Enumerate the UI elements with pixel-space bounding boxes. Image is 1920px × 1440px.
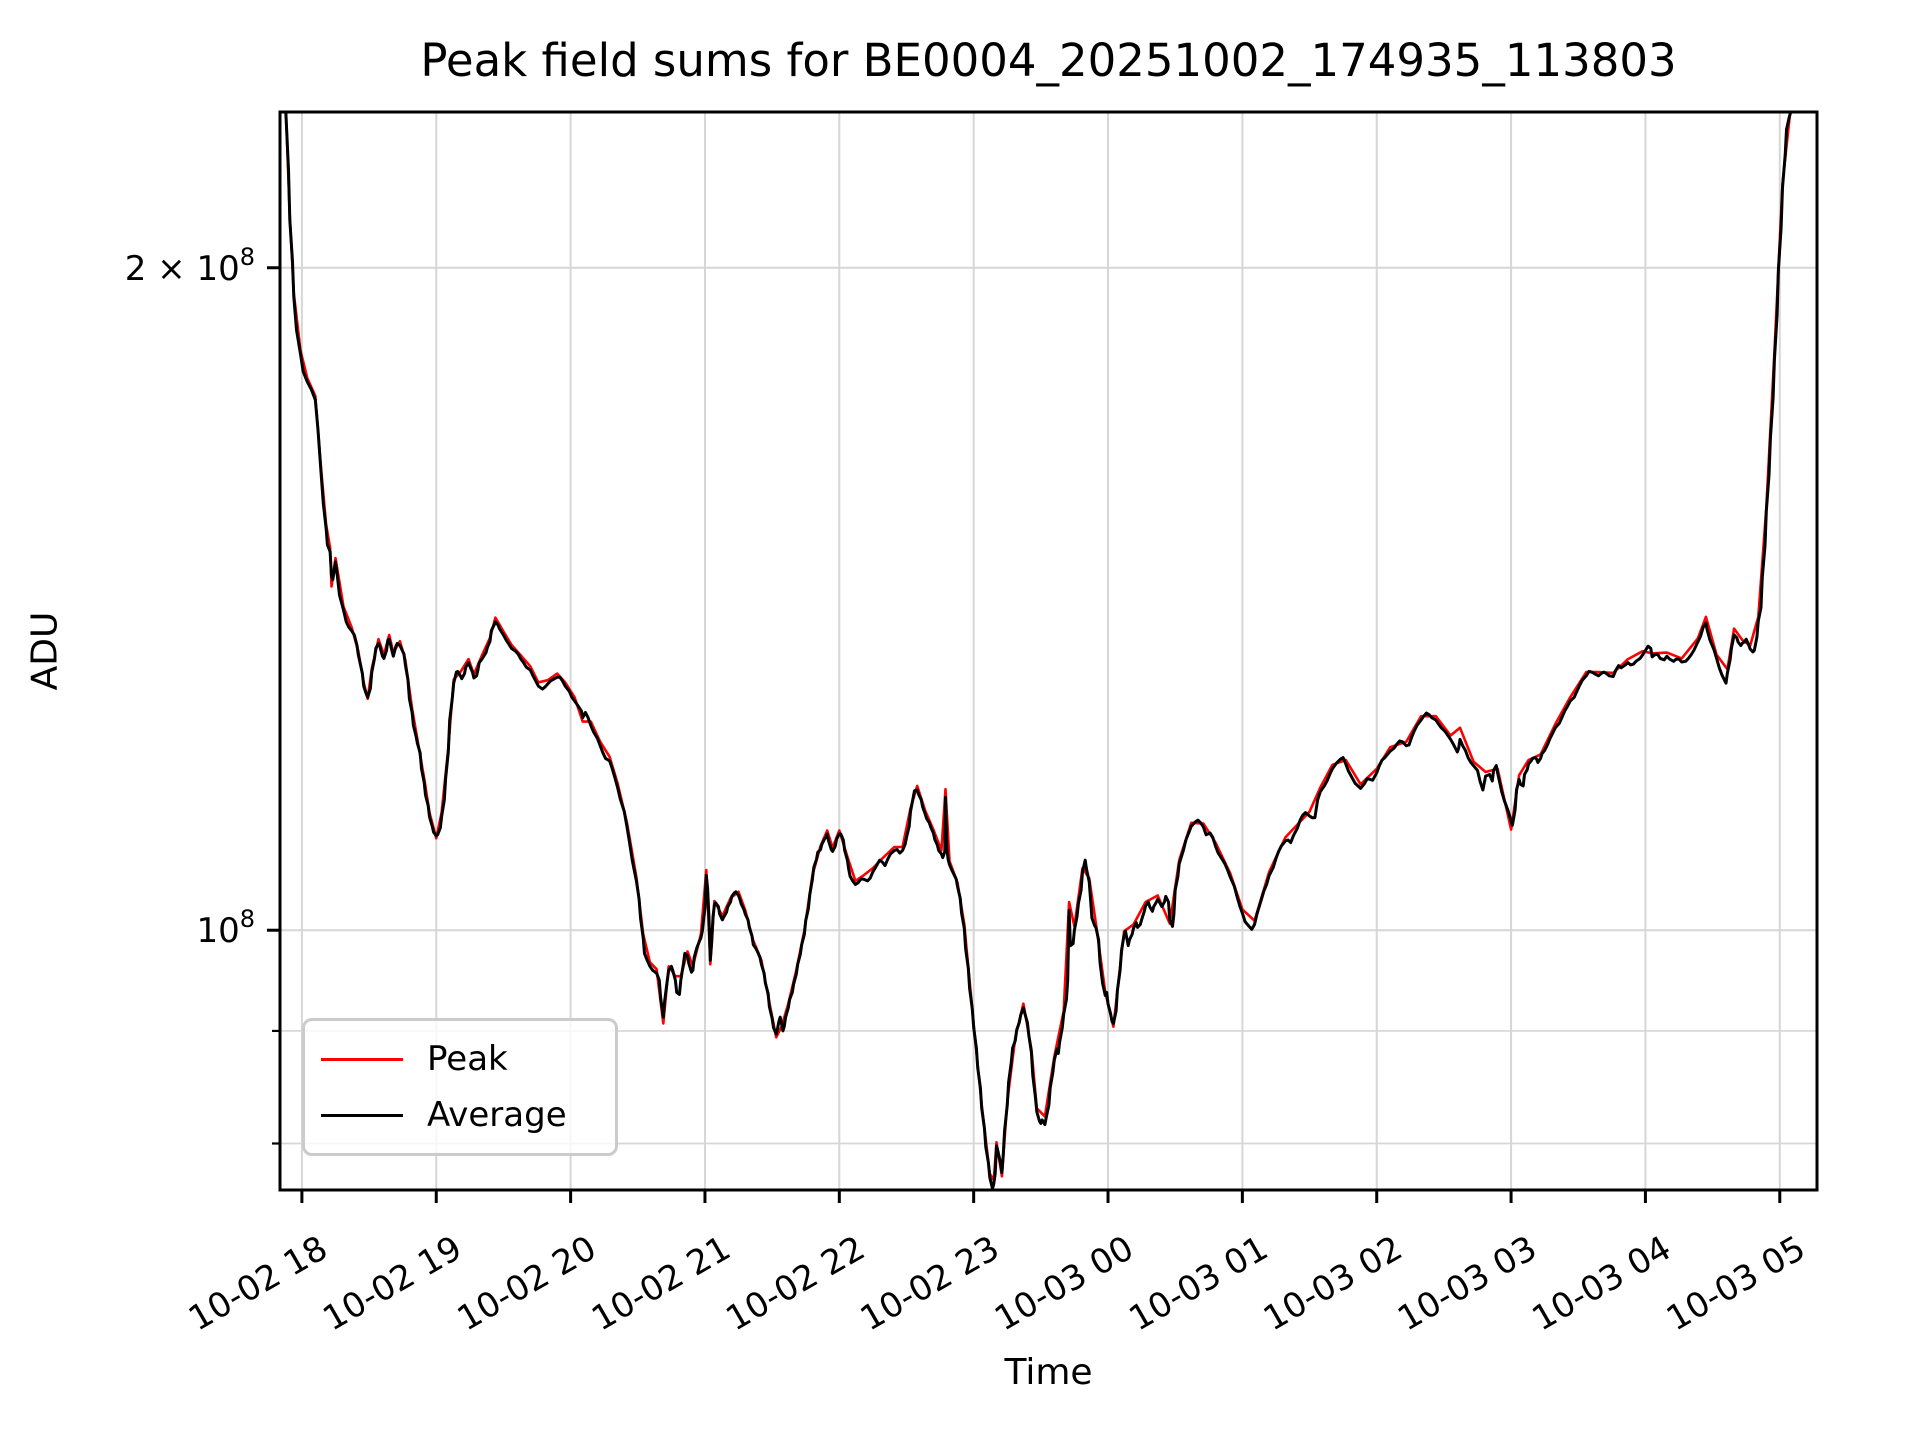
data-series (284, 112, 1795, 1190)
x-tick-label: 10-02 19 (316, 1228, 468, 1339)
y-tick-label: 2 × 108 (125, 243, 255, 289)
x-tick-label: 10-03 01 (1122, 1228, 1274, 1339)
legend-label-peak: Peak (427, 1039, 508, 1079)
legend-item-average: Average (305, 1095, 615, 1135)
legend-item-peak: Peak (305, 1039, 615, 1079)
x-tick-label: 10-03 00 (988, 1228, 1140, 1339)
x-tick-label: 10-02 20 (451, 1228, 603, 1339)
gridlines (280, 112, 1817, 1190)
x-tick-label: 10-02 23 (854, 1228, 1006, 1339)
x-tick-label: 10-03 05 (1660, 1228, 1812, 1339)
x-tick-label: 10-03 04 (1526, 1228, 1678, 1339)
peak-line-swatch (321, 1057, 403, 1061)
axis-ticks (267, 266, 1782, 1203)
series-line-average (284, 112, 1795, 1190)
x-axis-label: Time (1004, 1352, 1093, 1393)
y-tick-label: 108 (196, 905, 255, 951)
x-tick-label: 10-02 22 (719, 1228, 871, 1339)
x-tick-label: 10-03 03 (1391, 1228, 1543, 1339)
y-tick-labels: 2 × 108 108 (125, 243, 255, 951)
series-line-peak (284, 112, 1792, 1182)
plot-frame (278, 110, 1819, 1192)
x-tick-label: 10-02 18 (182, 1228, 334, 1339)
x-tick-label: 10-03 02 (1257, 1228, 1409, 1339)
legend-label-average: Average (427, 1095, 567, 1135)
axes-frame (278, 110, 1819, 1192)
y-axis-label: ADU (24, 611, 66, 691)
chart-title: Peak field sums for BE0004_20251002_1749… (420, 34, 1677, 87)
legend: Peak Average (302, 1018, 618, 1156)
x-tick-label: 10-02 21 (585, 1228, 737, 1339)
average-line-swatch (321, 1113, 403, 1117)
